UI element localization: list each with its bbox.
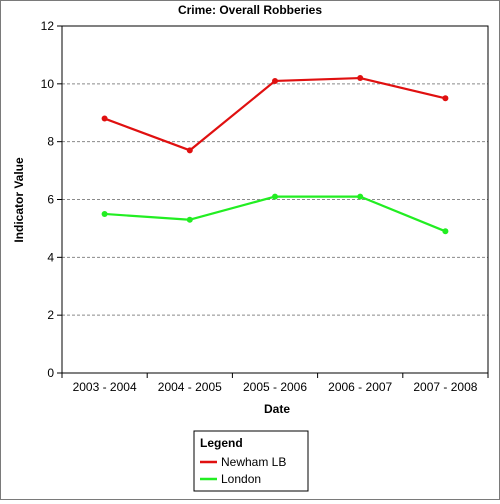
- data-point: [357, 75, 364, 82]
- data-point: [272, 193, 278, 200]
- y-tick-label: 12: [41, 19, 55, 33]
- x-tick-label: 2005 - 2006: [243, 380, 307, 394]
- y-tick-label: 4: [47, 250, 54, 264]
- series-line: [104, 76, 446, 152]
- data-point: [101, 115, 108, 122]
- x-tick-label: 2007 - 2008: [413, 380, 477, 394]
- axes: [57, 25, 489, 378]
- data-point: [186, 147, 193, 154]
- legend: Legend Newham LB London: [193, 430, 309, 492]
- data-point: [272, 77, 278, 84]
- x-tick-label: 2003 - 2004: [73, 380, 137, 394]
- x-tick-label: 2006 - 2007: [328, 380, 392, 394]
- x-tick-label: 2004 - 2005: [158, 380, 222, 394]
- y-tick-label: 2: [47, 308, 54, 322]
- data-point: [357, 193, 364, 200]
- chart-title: Crime: Overall Robberies: [178, 3, 322, 17]
- data-point: [101, 210, 108, 217]
- y-tick-label: 0: [47, 366, 54, 380]
- y-tick-label: 10: [41, 77, 55, 91]
- series-1: [101, 193, 449, 235]
- y-tick-label: 8: [47, 135, 54, 149]
- data-point: [186, 216, 193, 223]
- y-axis-label: Indicator Value: [12, 157, 26, 243]
- legend-entries: Newham LB London: [200, 455, 286, 486]
- series-0: [101, 75, 449, 154]
- y-tick-label: 6: [47, 193, 54, 207]
- x-tick-labels: 2003 - 2004 2004 - 2005 2005 - 2006 2006 - …: [73, 380, 478, 394]
- legend-label: Newham LB: [221, 455, 286, 469]
- x-axis-label: Date: [264, 402, 290, 416]
- series-lines: [101, 75, 449, 235]
- legend-label: London: [221, 472, 261, 486]
- y-tick-labels: 0 2 4 6 8 10 12: [41, 19, 55, 380]
- legend-title: Legend: [200, 436, 243, 450]
- data-point: [442, 95, 449, 102]
- series-line: [104, 195, 446, 233]
- data-point: [442, 228, 449, 235]
